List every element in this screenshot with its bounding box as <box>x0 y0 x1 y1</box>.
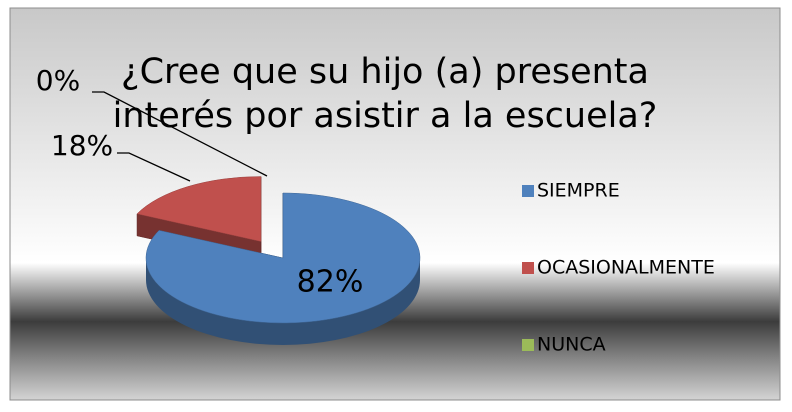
legend-label: NUNCA <box>537 334 606 356</box>
legend-label: SIEMPRE <box>537 180 620 202</box>
legend-swatch <box>522 339 534 351</box>
legend-swatch <box>522 185 534 197</box>
legend-swatch <box>522 262 534 274</box>
leader-line <box>117 152 191 182</box>
slice <box>136 176 262 242</box>
leader-line <box>92 91 268 177</box>
chart-title: ¿Cree que su hijo (a) presenta interés p… <box>112 52 658 136</box>
data-label: 18% <box>51 129 113 162</box>
legend-label: OCASIONALMENTE <box>537 257 715 279</box>
slice-side <box>146 258 420 345</box>
chart-background <box>9 7 781 401</box>
data-label: 82% <box>297 265 364 300</box>
data-label: 0% <box>36 64 80 97</box>
slice <box>145 192 421 324</box>
